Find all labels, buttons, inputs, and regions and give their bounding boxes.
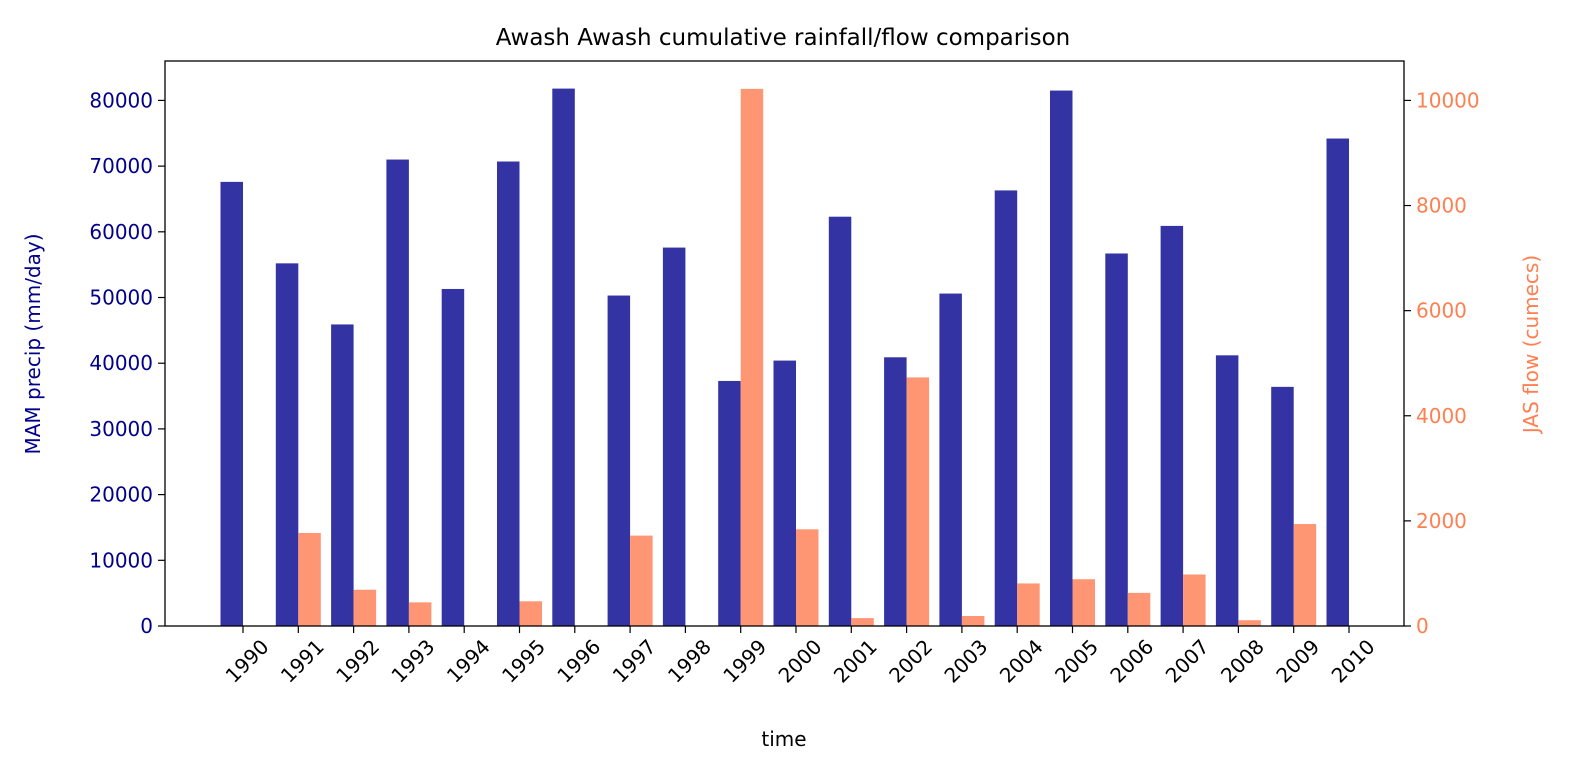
bar-flow-1995 [519,601,542,626]
x-tick-label: 1999 [718,635,771,688]
bar-flow-2008 [1238,620,1261,626]
bar-flow-1997 [630,535,653,626]
x-tick-label: 1998 [663,635,716,688]
y-tick-label-left: 0 [140,614,153,638]
bar-precip-2000 [773,360,796,626]
y-tick-label-left: 20000 [89,483,153,507]
y-tick-label-left: 60000 [89,220,153,244]
bar-flow-2009 [1293,524,1317,626]
x-tick-label: 2000 [774,635,827,688]
bar-flow-1993 [408,602,432,626]
x-tick-label: 1995 [497,635,550,688]
y-tick-label-left: 40000 [89,351,153,375]
x-tick-label: 2010 [1327,635,1380,688]
bar-precip-2008 [1215,355,1239,626]
bar-precip-1996 [552,88,575,627]
bar-precip-2002 [884,357,907,626]
x-tick-label: 2003 [939,635,992,688]
y-axis-label-left: MAM precip (mm/day) [21,233,45,454]
x-tick-label: 1991 [276,635,329,688]
bar-precip-2006 [1105,253,1128,626]
bar-precip-1997 [607,295,631,626]
x-tick-label: 2002 [884,635,937,688]
x-tick-label: 1990 [221,635,274,688]
x-tick-label: 2001 [829,635,882,688]
bar-flow-1999 [740,88,764,626]
y-tick-label-right: 2000 [1416,509,1467,533]
bar-flow-2005 [1072,579,1095,626]
x-tick-label: 2009 [1271,635,1324,688]
bar-precip-1990 [220,181,243,626]
bar-precip-2001 [828,216,852,626]
bar-flow-2002 [906,377,930,626]
y-tick-label-right: 10000 [1416,88,1480,112]
y-tick-label-right: 0 [1416,614,1429,638]
bar-precip-1991 [275,263,299,626]
y-tick-label-left: 30000 [89,417,153,441]
plot-frame [164,60,1405,627]
x-tick-label: 1997 [608,635,661,688]
bar-flow-2003 [961,616,985,626]
bar-flow-2006 [1127,592,1151,626]
bar-flow-1991 [298,532,321,626]
x-tick-label: 2008 [1216,635,1269,688]
bar-flow-2004 [1017,583,1040,626]
bar-precip-2007 [1160,225,1184,626]
bar-flow-2000 [796,529,819,626]
y-tick-label-right: 6000 [1416,299,1467,323]
x-axis-label: time [761,727,806,751]
y-tick-label-left: 70000 [89,154,153,178]
x-tick-label: 2006 [1105,635,1158,688]
bar-precip-2010 [1326,138,1349,626]
x-tick-label: 1992 [331,635,384,688]
x-tick-label: 2007 [1161,635,1214,688]
bar-flow-1992 [353,589,377,626]
y-tick-label-left: 50000 [89,286,153,310]
bar-precip-1998 [662,247,686,626]
x-tick-label: 1994 [442,635,495,688]
bar-flow-2007 [1183,574,1206,626]
bar-precip-1995 [497,161,520,626]
x-tick-label: 2005 [1050,635,1103,688]
y-tick-label-right: 4000 [1416,404,1467,428]
bar-precip-1993 [386,159,409,626]
bar-precip-2003 [939,293,962,626]
y-tick-label-right: 8000 [1416,194,1467,218]
x-tick-label: 1993 [386,635,439,688]
bars-layer [220,88,1349,627]
x-tick-label: 2004 [995,635,1048,688]
x-tick-label: 1996 [552,635,605,688]
y-tick-label-left: 80000 [89,88,153,112]
bar-flow-2001 [851,618,874,626]
chart-title: Awash Awash cumulative rainfall/flow com… [496,25,1071,51]
y-axis-label-right: JAS flow (cumecs) [1519,255,1543,435]
bar-precip-2004 [994,190,1018,626]
bar-precip-1992 [331,324,354,626]
bar-precip-2005 [1050,90,1073,626]
bar-precip-1999 [718,380,741,626]
y-tick-label-left: 10000 [89,548,153,572]
bar-precip-2009 [1271,386,1294,626]
bar-precip-1994 [441,288,465,626]
